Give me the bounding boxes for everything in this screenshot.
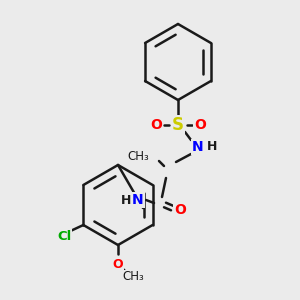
Text: O: O [174,203,186,217]
Text: N: N [192,140,204,154]
Text: S: S [172,116,184,134]
Text: CH₃: CH₃ [122,271,144,284]
Text: H: H [121,194,131,206]
Text: H: H [207,140,217,154]
Text: O: O [150,118,162,132]
Text: O: O [194,118,206,132]
Text: O: O [113,257,123,271]
Text: Cl: Cl [57,230,71,242]
Text: N: N [132,193,144,207]
Text: CH₃: CH₃ [127,149,149,163]
